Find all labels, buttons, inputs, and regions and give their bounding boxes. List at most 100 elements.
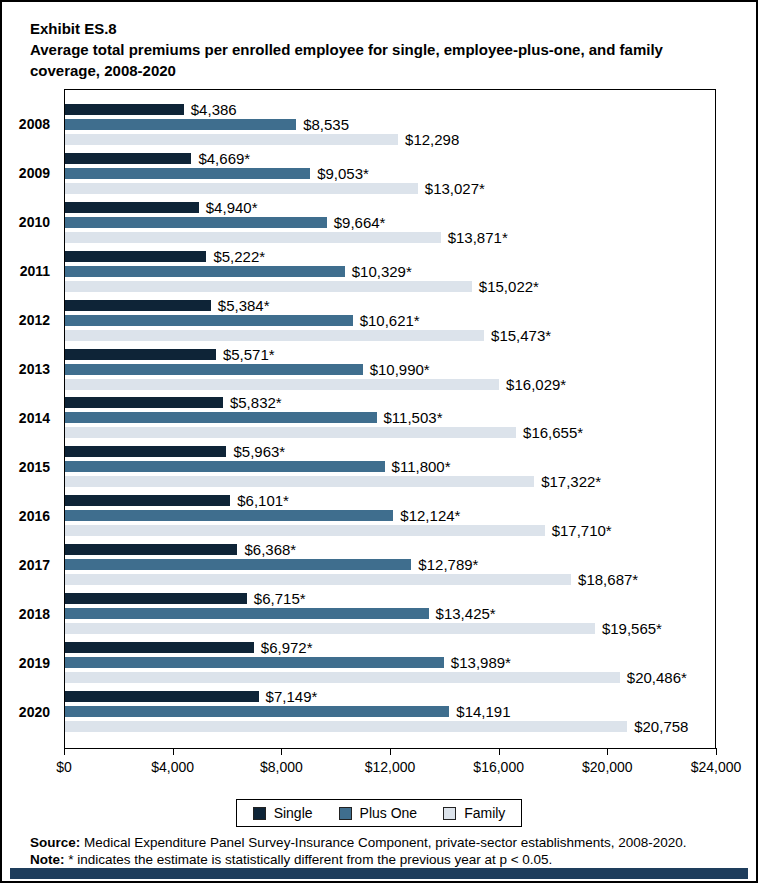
bar-value-label: $13,989* [451,657,511,668]
tick-mark [607,748,608,755]
bar-row: $15,473* [65,330,715,341]
legend: Single Plus One Family [2,799,756,827]
single-bar [65,251,206,262]
family-bar [65,476,534,487]
family-bar [65,623,595,634]
tick-label: $16,000 [473,759,524,775]
single-bar [65,691,259,702]
bar-row: $12,124* [65,510,715,521]
note-text: * indicates the estimate is statisticall… [65,852,553,867]
bar-group-2018: $6,715*$13,425*$19,565* [65,589,715,638]
year-label: 2017 [19,557,50,573]
year-label: 2014 [19,410,50,426]
bar-value-label: $11,800* [392,461,451,472]
single-bar [65,642,254,653]
bar-value-label: $17,322* [541,476,601,487]
bar-row: $10,621* [65,315,715,326]
family-bar [65,330,484,341]
bar-row: $6,101* [65,495,715,506]
tick-label: $8,000 [260,759,303,775]
bar-value-label: $13,027* [425,183,485,194]
bar-value-label: $5,222* [213,251,265,262]
bar-row: $10,990* [65,364,715,375]
bar-value-label: $10,621* [360,315,420,326]
single-bar [65,495,230,506]
plus-one-bar [65,608,429,619]
exhibit-label: Exhibit ES.8 [30,18,706,39]
bar-value-label: $5,832* [230,397,282,408]
bar-value-label: $13,425* [436,608,496,619]
tick-label: $4,000 [151,759,194,775]
bar-row: $8,535 [65,119,715,130]
bar-value-label: $20,758 [634,721,688,732]
bar-row: $4,669* [65,153,715,164]
bar-value-label: $9,664* [334,217,386,228]
bar-value-label: $5,384* [218,300,270,311]
bar-row: $15,022* [65,281,715,292]
plus-one-bar [65,119,296,130]
year-label: 2019 [19,655,50,671]
bar-value-label: $6,368* [244,544,296,555]
bar-value-label: $15,473* [491,330,551,341]
legend-item-plus-one: Plus One [339,805,418,821]
bar-row: $13,989* [65,657,715,668]
bar-value-label: $12,124* [400,510,460,521]
bar-value-label: $10,329* [352,266,412,277]
single-bar [65,104,184,115]
source-label: Source: [30,835,80,850]
bar-row: $20,486* [65,672,715,683]
bar-value-label: $9,053* [317,168,369,179]
family-bar [65,672,620,683]
bar-value-label: $11,503* [384,412,443,423]
legend-item-family: Family [443,805,505,821]
bar-row: $13,027* [65,183,715,194]
bar-group-2015: $5,963*$11,800*$17,322* [65,442,715,491]
bar-value-label: $17,710* [552,525,612,536]
y-axis-year-labels: 2008200920102011201220132014201520162017… [2,99,56,737]
bar-group-2013: $5,571* $10,990* $16,029* [65,345,715,394]
bar-row: $4,386 [65,104,715,115]
year-label: 2013 [19,361,50,377]
legend-label: Single [274,805,313,821]
bar-row: $13,871* [65,232,715,243]
bar-row: $11,503* [65,412,715,423]
tick-mark [499,748,500,755]
bar-row: $9,053* [65,168,715,179]
tick-mark [390,748,391,755]
bar-value-label: $18,687* [578,574,638,585]
bar-row: $12,789* [65,559,715,570]
family-bar [65,427,516,438]
bar-value-label: $12,789* [418,559,478,570]
bar-group-2019: $6,972*$13,989*$20,486* [65,638,715,687]
legend-item-single: Single [253,805,313,821]
bar-row: $6,368* [65,544,715,555]
source-line: Source: Medical Expenditure Panel Survey… [30,834,740,851]
bar-row: $16,655* [65,427,715,438]
year-label: 2018 [19,606,50,622]
plus-one-bar [65,412,377,423]
single-bar [65,202,199,213]
plus-one-bar [65,364,363,375]
plot-area: $4,386 $8,535 $12,298 $4,669* $9,053* $13,027… [64,89,716,749]
bar-row: $5,384* [65,300,715,311]
exhibit-page: Exhibit ES.8 Average total premiums per … [0,0,758,883]
bar-value-label: $20,486* [627,672,687,683]
plus-one-bar [65,266,345,277]
bar-group-2010: $4,940*$9,664*$13,871* [65,198,715,247]
bar-value-label: $5,571* [223,349,275,360]
tick-mark [173,748,174,755]
family-bar [65,281,472,292]
plus-one-bar [65,168,310,179]
year-label: 2008 [19,116,50,132]
bar-group-2011: $5,222* $10,329* $15,022* [65,247,715,296]
tick-mark [64,748,65,755]
bar-row: $16,029* [65,379,715,390]
bar-row: $18,687* [65,574,715,585]
tick-mark [281,748,282,755]
tick-mark [716,748,717,755]
year-label: 2010 [19,214,50,230]
bar-row: $12,298 [65,134,715,145]
bar-group-2008: $4,386 $8,535 $12,298 [65,100,715,149]
legend-label: Plus One [360,805,418,821]
bar-row: $7,149* [65,691,715,702]
